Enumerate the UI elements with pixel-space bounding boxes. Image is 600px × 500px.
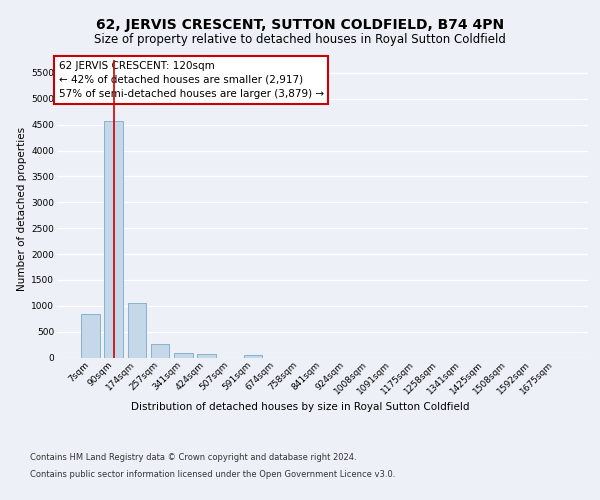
Bar [197,354,216,358]
Bar [104,120,123,358]
Bar [174,353,193,358]
Text: 62 JERVIS CRESCENT: 120sqm
← 42% of detached houses are smaller (2,917)
57% of s: 62 JERVIS CRESCENT: 120sqm ← 42% of deta… [59,60,324,100]
Bar [81,314,100,358]
Bar [128,303,146,358]
Text: 62, JERVIS CRESCENT, SUTTON COLDFIELD, B74 4PN: 62, JERVIS CRESCENT, SUTTON COLDFIELD, B… [96,18,504,32]
Y-axis label: Number of detached properties: Number of detached properties [17,126,27,291]
Bar [244,355,262,358]
Text: Contains public sector information licensed under the Open Government Licence v3: Contains public sector information licen… [30,470,395,479]
Text: Distribution of detached houses by size in Royal Sutton Coldfield: Distribution of detached houses by size … [131,402,469,412]
Text: Contains HM Land Registry data © Crown copyright and database right 2024.: Contains HM Land Registry data © Crown c… [30,452,356,462]
Bar [151,344,169,358]
Text: Size of property relative to detached houses in Royal Sutton Coldfield: Size of property relative to detached ho… [94,32,506,46]
